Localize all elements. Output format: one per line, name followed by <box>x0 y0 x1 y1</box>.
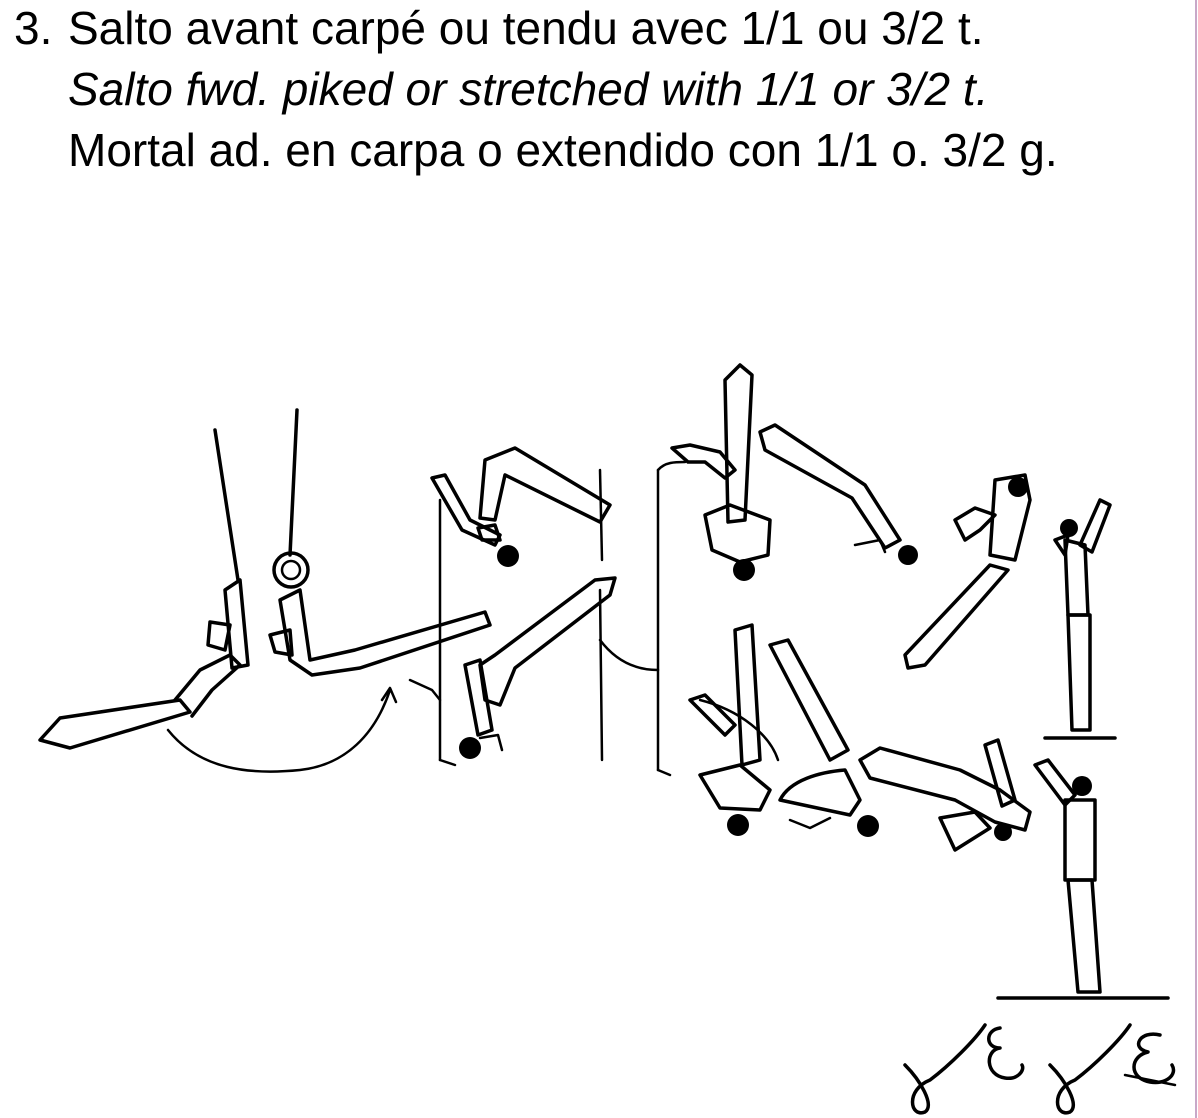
sequence-brackets <box>408 460 687 777</box>
ring-cables <box>213 408 310 589</box>
gymnast-standing-upper-figure <box>1043 498 1117 740</box>
caption-line-spanish: Mortal ad. en carpa o extendido con 1/1 … <box>14 122 1194 183</box>
element-notation-symbols <box>903 1023 1177 1115</box>
element-caption: 3. Salto avant carpé ou tendu avec 1/1 o… <box>14 0 1194 183</box>
gymnast-horizontal-figure <box>858 738 1032 852</box>
caption-line-french: 3. Salto avant carpé ou tendu avec 1/1 o… <box>14 0 1194 61</box>
edge-rule <box>1195 0 1197 1118</box>
caption-line-english: Salto fwd. piked or stretched with 1/1 o… <box>14 61 1194 122</box>
gymnast-swing-figure <box>38 578 492 773</box>
gymnast-lower-inverted-figure <box>688 623 879 837</box>
element-number: 3. <box>14 2 53 54</box>
gymnast-standing-landing-figure <box>996 758 1170 1000</box>
title-french: Salto avant carpé ou tendu avec 1/1 ou 3… <box>68 2 984 54</box>
gymnast-inverted-pike-figure <box>430 446 612 567</box>
title-spanish: Mortal ad. en carpa o extendido con 1/1 … <box>68 124 1058 176</box>
title-english: Salto fwd. piked or stretched with 1/1 o… <box>68 63 989 115</box>
gymnast-diagonal-figure <box>903 473 1032 670</box>
gymnast-top-inverted-figure <box>670 363 918 581</box>
gymnast-rising-stretched-figure <box>459 576 617 759</box>
